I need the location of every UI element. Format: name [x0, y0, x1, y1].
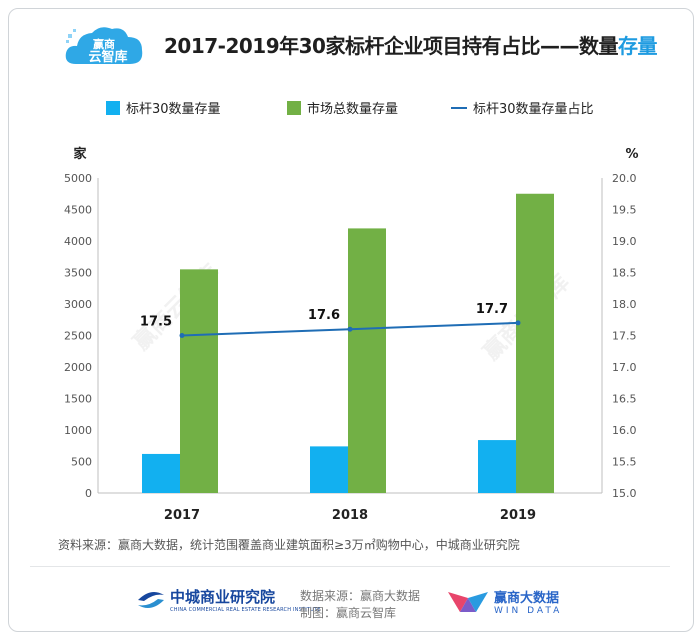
legend-swatch-green — [287, 100, 301, 115]
y-right-tick-label: 17.5 — [612, 330, 637, 343]
legend-swatch-blue — [106, 100, 120, 115]
bar-market-2018 — [348, 228, 386, 493]
windata-logo-icon — [448, 592, 488, 612]
brand-logo: 赢商 云智库 — [65, 27, 143, 65]
y-right-tick-label: 20.0 — [612, 172, 637, 185]
footer-divider — [30, 566, 670, 567]
x-tick-label-2018: 2018 — [332, 508, 368, 523]
y-right-tick-label: 16.5 — [612, 393, 637, 406]
y-right-tick-label: 15.5 — [612, 456, 637, 469]
windata-brand: 赢商大数据 WIN DATA — [446, 586, 562, 616]
logo-text-top: 赢商 — [93, 37, 115, 51]
data-label-ratio-2018: 17.6 — [308, 308, 340, 323]
y-right-tick-label: 18.5 — [612, 267, 637, 280]
y-left-tick-label: 500 — [71, 456, 92, 469]
line-point-2019 — [515, 320, 521, 326]
y-left-tick-label: 2000 — [64, 361, 92, 374]
legend: 标杆30数量存量 市场总数量存量 标杆30数量存量占比 — [0, 98, 700, 122]
logo-text-bottom: 云智库 — [88, 49, 127, 65]
y-right-tick-label: 17.0 — [612, 361, 637, 374]
y-left-tick-label: 2500 — [64, 330, 92, 343]
legend-item-market: 市场总数量存量 — [287, 98, 398, 117]
credits: 数据来源：赢商大数据 制图：赢商云智库 — [300, 588, 420, 622]
bar-market-2019 — [516, 193, 554, 493]
org-logo-icon — [138, 591, 164, 608]
made-by-credit: 制图：赢商云智库 — [300, 606, 397, 620]
y-right-tick-label: 15.0 — [612, 487, 637, 500]
y-left-tick-label: 1000 — [64, 424, 92, 437]
windata-name: 赢商大数据 — [494, 590, 560, 606]
y-left-tick-label: 3000 — [64, 298, 92, 311]
chart-title-main: 2017-2019年30家标杆企业项目持有占比——数量 — [164, 34, 618, 58]
x-tick-label-2017: 2017 — [164, 508, 200, 523]
bar-benchmark-2018 — [310, 446, 348, 493]
data-label-ratio-2017: 17.5 — [140, 315, 172, 330]
y-axis-left-unit: 家 — [73, 146, 87, 162]
org-sub: CHINA COMMERCIAL REAL ESTATE RESEARCH IN… — [170, 607, 321, 613]
y-axis-right-unit: % — [625, 147, 638, 162]
legend-item-benchmark: 标杆30数量存量 — [106, 98, 221, 117]
legend-label-market: 市场总数量存量 — [307, 102, 399, 117]
legend-label-benchmark: 标杆30数量存量 — [126, 102, 221, 117]
y-left-tick-label: 1500 — [64, 393, 92, 406]
legend-item-ratio: 标杆30数量存量占比 — [451, 98, 594, 117]
y-left-tick-label: 4500 — [64, 204, 92, 217]
y-left-tick-label: 5000 — [64, 172, 92, 185]
line-point-2017 — [179, 333, 185, 338]
org-block: 中城商业研究院 CHINA COMMERCIAL REAL ESTATE RES… — [136, 586, 321, 613]
y-right-tick-label: 18.0 — [612, 298, 637, 311]
bar-benchmark-2017 — [142, 453, 180, 493]
data-source-credit: 数据来源：赢商大数据 — [300, 589, 421, 603]
data-label-ratio-2019: 17.7 — [476, 302, 508, 317]
legend-label-ratio: 标杆30数量存量占比 — [473, 102, 594, 117]
windata-sub: WIN DATA — [494, 605, 563, 616]
legend-line-swatch — [451, 106, 467, 109]
chart-area: 家 % 0 500 1000 1500 2000 2500 3000 3500 4000 4500 50… — [64, 146, 639, 523]
y-left-tick-label: 4000 — [64, 235, 92, 248]
y-left-tick-label: 3500 — [64, 267, 92, 280]
chart-title-highlight: 存量 — [617, 34, 658, 58]
y-right-tick-label: 19.0 — [612, 235, 637, 248]
chart-title: 2017-2019年30家标杆企业项目持有占比——数量存量 — [164, 30, 657, 59]
line-point-2018 — [347, 326, 353, 332]
y-right-tick-label: 19.5 — [612, 204, 637, 217]
y-right-tick-label: 16.0 — [612, 424, 637, 437]
org-name: 中城商业研究院 — [170, 588, 276, 606]
bar-benchmark-2019 — [478, 440, 516, 493]
source-note: 资料来源：赢商大数据，统计范围覆盖商业建筑面积≥3万㎡购物中心，中城商业研究院 — [58, 538, 520, 552]
x-tick-label-2019: 2019 — [500, 508, 536, 523]
y-left-tick-label: 0 — [85, 487, 92, 500]
bar-market-2017 — [180, 269, 218, 493]
